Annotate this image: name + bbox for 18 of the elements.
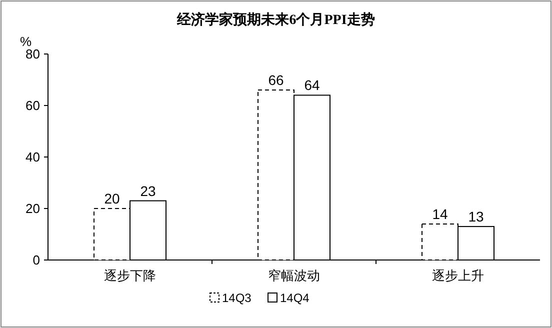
data-label: 14 [432,206,448,222]
legend-label: 14Q4 [280,291,310,305]
y-tick-label: 60 [26,98,40,113]
y-axis-title: % [20,34,32,49]
y-tick-label: 40 [26,150,40,164]
data-label: 13 [468,208,484,225]
y-tick-label: 80 [26,46,40,62]
data-label: 23 [140,182,156,199]
y-tick-label: 20 [26,201,40,216]
y-tick-label: 0 [32,252,40,268]
chart-title: 经济学家预期未来6个月PPI走势 [176,11,375,28]
legend-label: 14Q3 [222,291,252,305]
data-label: 20 [104,190,120,206]
x-tick-label: 逐步上升 [432,268,484,283]
data-label: 66 [268,72,284,88]
x-tick-label: 逐步下降 [104,268,156,283]
data-label: 64 [304,77,320,94]
x-tick-label: 窄幅波动 [268,268,320,283]
